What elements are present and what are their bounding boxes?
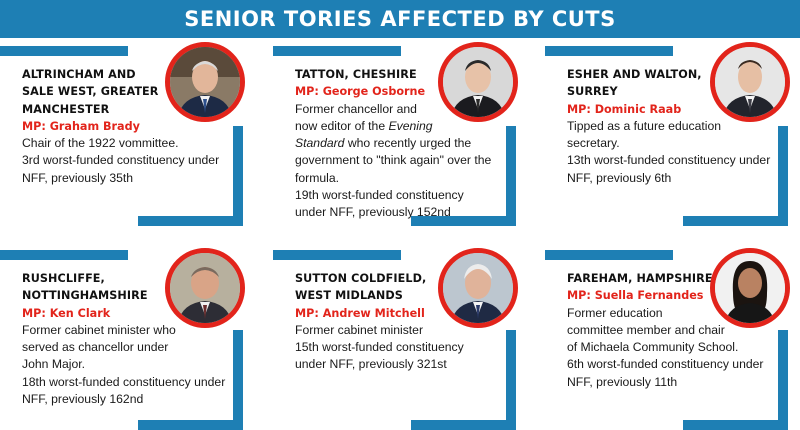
card-text: SUTTON COLDFIELD, WEST MIDLANDS MP: Andr… bbox=[295, 270, 507, 374]
frame-top-left bbox=[0, 250, 128, 260]
mp-card-george-osborne: TATTON, CHESHIRE MP: George Osborne Form… bbox=[273, 46, 528, 226]
mp-name: MP: Suella Fernandes bbox=[567, 289, 704, 303]
mp-description: Former cabinet minister bbox=[295, 322, 424, 337]
mp-description: Former cabinet minister who served as ch… bbox=[22, 322, 176, 372]
frame-right bbox=[506, 126, 516, 226]
portrait-george-osborne bbox=[438, 42, 518, 122]
card-text: FAREHAM, HAMPSHIRE MP: Suella Fernandes … bbox=[567, 270, 779, 391]
portrait-andrew-mitchell bbox=[438, 248, 518, 328]
frame-bottom bbox=[411, 420, 516, 430]
page-title: SENIOR TORIES AFFECTED BY CUTS bbox=[0, 0, 800, 38]
mp-description: Chair of the 1922 vommittee. bbox=[22, 136, 179, 151]
funding-rank: 6th worst-funded constituency under NFF,… bbox=[567, 357, 764, 389]
portrait-graham-brady bbox=[165, 42, 245, 122]
frame-top-left bbox=[545, 250, 673, 260]
frame-bottom bbox=[138, 420, 243, 430]
constituency-name: RUSHCLIFFE, NOTTINGHAMSHIRE bbox=[22, 272, 148, 303]
card-text: TATTON, CHESHIRE MP: George Osborne Form… bbox=[295, 66, 507, 222]
mp-name: MP: Ken Clark bbox=[22, 306, 111, 320]
funding-rank: 3rd worst-funded constituency under NFF,… bbox=[22, 153, 220, 185]
mp-card-ken-clark: RUSHCLIFFE, NOTTINGHAMSHIRE MP: Ken Clar… bbox=[0, 250, 255, 430]
frame-bottom bbox=[411, 216, 516, 226]
mp-card-graham-brady: ALTRINCHAM AND SALE WEST, GREATER MANCHE… bbox=[0, 46, 255, 226]
frame-bottom bbox=[138, 216, 243, 226]
frame-right bbox=[778, 330, 788, 430]
card-text: RUSHCLIFFE, NOTTINGHAMSHIRE MP: Ken Clar… bbox=[22, 270, 234, 408]
mp-description: Tipped as a future education secretary. bbox=[567, 118, 722, 151]
funding-rank: 18th worst-funded constituency under NFF… bbox=[22, 374, 226, 407]
constituency-name: FAREHAM, HAMPSHIRE bbox=[567, 272, 713, 285]
mp-name: MP: Dominic Raab bbox=[567, 102, 682, 116]
constituency-name: ESHER AND WALTON, SURREY bbox=[567, 68, 702, 99]
mp-name: MP: George Osborne bbox=[295, 85, 426, 99]
mp-card-andrew-mitchell: SUTTON COLDFIELD, WEST MIDLANDS MP: Andr… bbox=[273, 250, 528, 430]
mp-card-dominic-raab: ESHER AND WALTON, SURREY MP: Dominic Raa… bbox=[545, 46, 800, 226]
frame-right bbox=[778, 126, 788, 226]
mp-description: Former chancellor and now editor of the … bbox=[295, 101, 492, 185]
mp-description: Former education committee member and ch… bbox=[567, 305, 739, 355]
frame-top-left bbox=[273, 46, 401, 56]
frame-right bbox=[233, 126, 243, 226]
card-text: ESHER AND WALTON, SURREY MP: Dominic Raa… bbox=[567, 66, 779, 187]
frame-bottom bbox=[683, 216, 788, 226]
constituency-name: TATTON, CHESHIRE bbox=[295, 68, 417, 81]
portrait-dominic-raab bbox=[710, 42, 790, 122]
frame-right bbox=[233, 330, 243, 430]
frame-top-left bbox=[0, 46, 128, 56]
funding-rank: 19th worst-funded constituency under NFF… bbox=[295, 188, 464, 220]
mp-card-suella-fernandes: FAREHAM, HAMPSHIRE MP: Suella Fernandes … bbox=[545, 250, 800, 430]
funding-rank: 15th worst-funded constituency under NFF… bbox=[295, 340, 464, 372]
portrait-suella-fernandes bbox=[710, 248, 790, 328]
constituency-name: ALTRINCHAM AND SALE WEST, GREATER MANCHE… bbox=[22, 68, 159, 116]
frame-bottom bbox=[683, 420, 788, 430]
frame-top-left bbox=[273, 250, 401, 260]
mp-name: MP: Andrew Mitchell bbox=[295, 306, 425, 320]
constituency-name: SUTTON COLDFIELD, WEST MIDLANDS bbox=[295, 272, 427, 303]
portrait-ken-clark bbox=[165, 248, 245, 328]
frame-top-left bbox=[545, 46, 673, 56]
funding-rank: 13th worst-funded constituency under NFF… bbox=[567, 153, 771, 185]
frame-right bbox=[506, 330, 516, 430]
mp-name: MP: Graham Brady bbox=[22, 119, 140, 133]
card-text: ALTRINCHAM AND SALE WEST, GREATER MANCHE… bbox=[22, 66, 234, 187]
